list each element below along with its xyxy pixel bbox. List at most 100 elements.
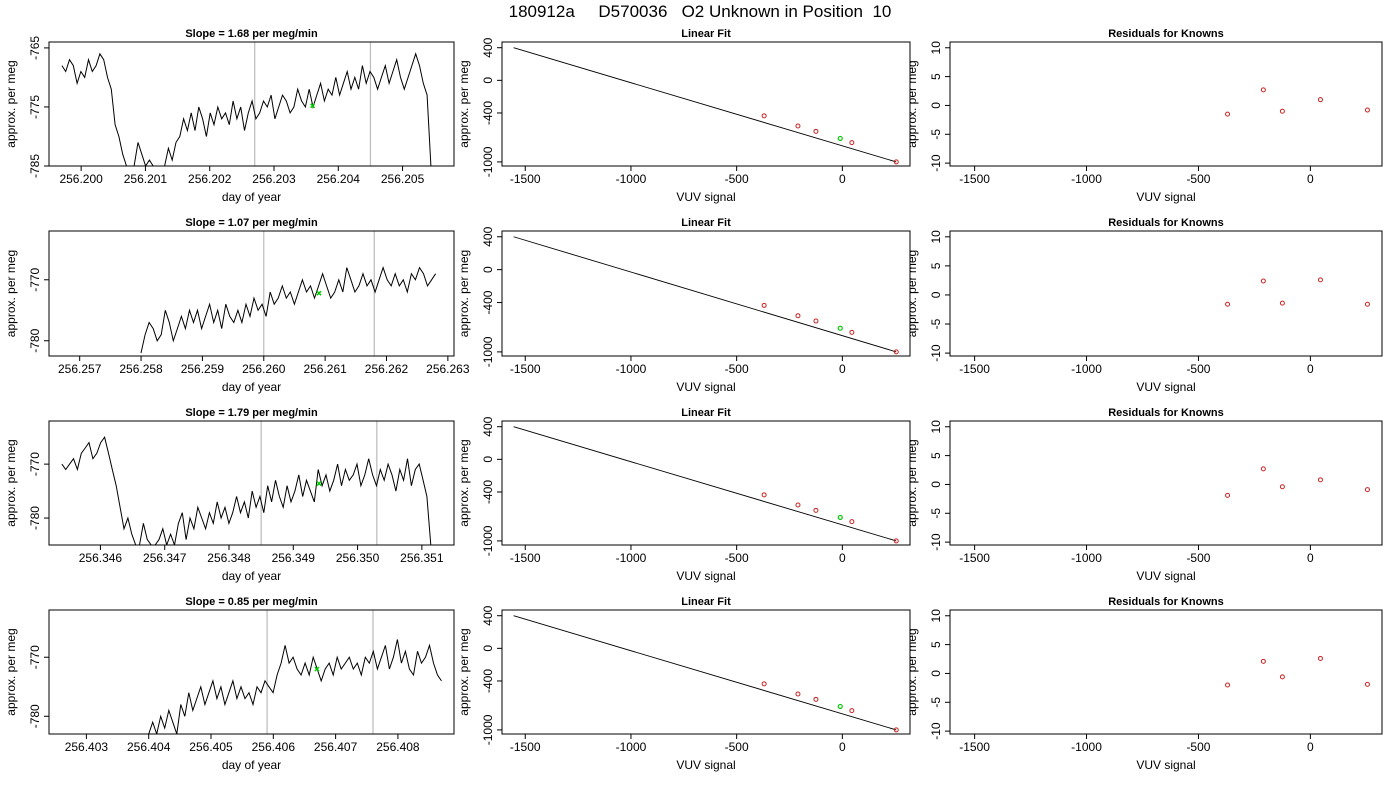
plot-area [513, 236, 899, 355]
x-tick-label: -500 [1186, 362, 1210, 376]
known-point [761, 302, 767, 308]
known-point [813, 128, 819, 134]
known-point [1225, 492, 1231, 498]
unknown-marker [837, 703, 843, 710]
plot-frame [48, 420, 455, 546]
x-tick-label: -1500 [959, 551, 990, 565]
unknown-marker [837, 325, 843, 331]
x-tick-label: 256.203 [252, 172, 296, 186]
x-tick-label: -500 [725, 172, 749, 186]
x-axis-label: day of year [222, 758, 281, 772]
plot-frame [949, 420, 1383, 546]
known-point [1317, 477, 1323, 483]
x-tick-label: 256.263 [426, 362, 470, 376]
chart-title: Residuals for Knowns [1108, 28, 1224, 40]
y-tick-label: 5 [929, 641, 943, 648]
known-point [1260, 466, 1266, 472]
y-tick-label: 10 [929, 230, 943, 244]
chart-title: Slope = 0.85 per meg/min [185, 596, 318, 608]
y-axis-label: approx. per meg [4, 439, 18, 526]
plot-area [513, 47, 899, 165]
x-tick-label: 256.204 [317, 172, 361, 186]
plot-frame [501, 609, 911, 735]
y-axis-label: approx. per meg [457, 439, 471, 526]
known-point [761, 492, 767, 498]
y-tick-label: -5 [929, 129, 943, 140]
x-tick-label: -1500 [959, 740, 990, 754]
plot-area [1225, 87, 1370, 117]
x-tick-label: 256.403 [65, 740, 109, 754]
x-tick-label: 0 [839, 551, 846, 565]
y-tick-label: -10 [929, 722, 943, 740]
y-tick-label: 0 [929, 670, 943, 677]
known-point [1364, 487, 1370, 493]
y-tick-label: -10 [929, 154, 943, 172]
chart-title: Linear Fit [681, 596, 731, 608]
y-tick-label: -770 [28, 645, 42, 669]
x-tick-label: 256.351 [400, 551, 444, 565]
known-point [1317, 277, 1323, 283]
x-axis-label: day of year [222, 190, 281, 204]
y-axis-label: approx. per meg [4, 250, 18, 337]
plot-area [148, 610, 442, 734]
fit-line [513, 236, 897, 353]
y-axis-label: approx. per meg [457, 628, 471, 715]
known-point [1317, 97, 1323, 103]
y-tick-label: 5 [929, 262, 943, 269]
x-tick-label: -500 [1186, 172, 1210, 186]
x-axis-label: VUV signal [1136, 569, 1195, 583]
y-axis-label: approx. per meg [905, 628, 919, 715]
y-tick-label: -1000 [481, 336, 495, 367]
x-tick-label: 256.406 [252, 740, 296, 754]
chart-title: Linear Fit [681, 217, 731, 229]
fit-line [513, 615, 897, 731]
unknown-marker [310, 103, 316, 109]
y-tick-label: -400 [481, 101, 495, 125]
y-tick-label: 0 [481, 266, 495, 273]
known-point [1279, 108, 1285, 114]
plot-area [513, 426, 899, 544]
known-point [1260, 87, 1266, 93]
series-line [140, 266, 437, 354]
y-axis-label: approx. per meg [905, 250, 919, 337]
x-tick-label: -1500 [510, 740, 541, 754]
chart-panel-r2-c1: Slope = 1.07 per meg/min day of year appro… [4, 217, 470, 394]
x-tick-label: -1000 [1071, 551, 1102, 565]
x-tick-label: -500 [725, 362, 749, 376]
x-tick-label: 256.407 [314, 740, 358, 754]
known-point [1364, 681, 1370, 687]
x-tick-label: 256.200 [59, 172, 103, 186]
x-axis-label: VUV signal [676, 190, 735, 204]
y-tick-label: 0 [929, 291, 943, 298]
y-axis-label: approx. per meg [4, 60, 18, 147]
y-tick-label: -775 [28, 95, 42, 119]
known-point [849, 708, 855, 714]
x-tick-label: 0 [839, 362, 846, 376]
x-tick-label: 256.257 [58, 362, 102, 376]
plot-frame [949, 41, 1383, 167]
x-tick-label: 256.347 [143, 551, 187, 565]
x-tick-label: -1500 [510, 362, 541, 376]
y-tick-label: -780 [28, 704, 42, 728]
x-axis-label: day of year [222, 380, 281, 394]
unknown-marker [837, 135, 843, 142]
y-tick-label: -765 [28, 36, 42, 60]
known-point [893, 727, 899, 733]
known-point [795, 313, 801, 319]
y-tick-label: -400 [481, 290, 495, 314]
x-tick-label: -1000 [616, 172, 647, 186]
x-tick-label: 256.258 [119, 362, 163, 376]
chart-title: Linear Fit [681, 407, 731, 419]
chart-panel-r1-c3: Residuals for Knowns VUV signal approx. pe… [905, 28, 1383, 204]
chart-panel-r3-c2: Linear Fit VUV signal approx. per meg -1500… [457, 407, 911, 583]
chart-title: Slope = 1.79 per meg/min [185, 407, 318, 419]
y-tick-label: -770 [28, 452, 42, 476]
unknown-marker [837, 514, 843, 521]
y-tick-label: -5 [929, 508, 943, 519]
known-point [795, 123, 801, 129]
x-axis-label: VUV signal [676, 569, 735, 583]
plot-area [1225, 655, 1370, 688]
x-tick-label: 256.262 [365, 362, 409, 376]
y-axis-label: approx. per meg [457, 250, 471, 337]
y-tick-label: 5 [929, 452, 943, 459]
